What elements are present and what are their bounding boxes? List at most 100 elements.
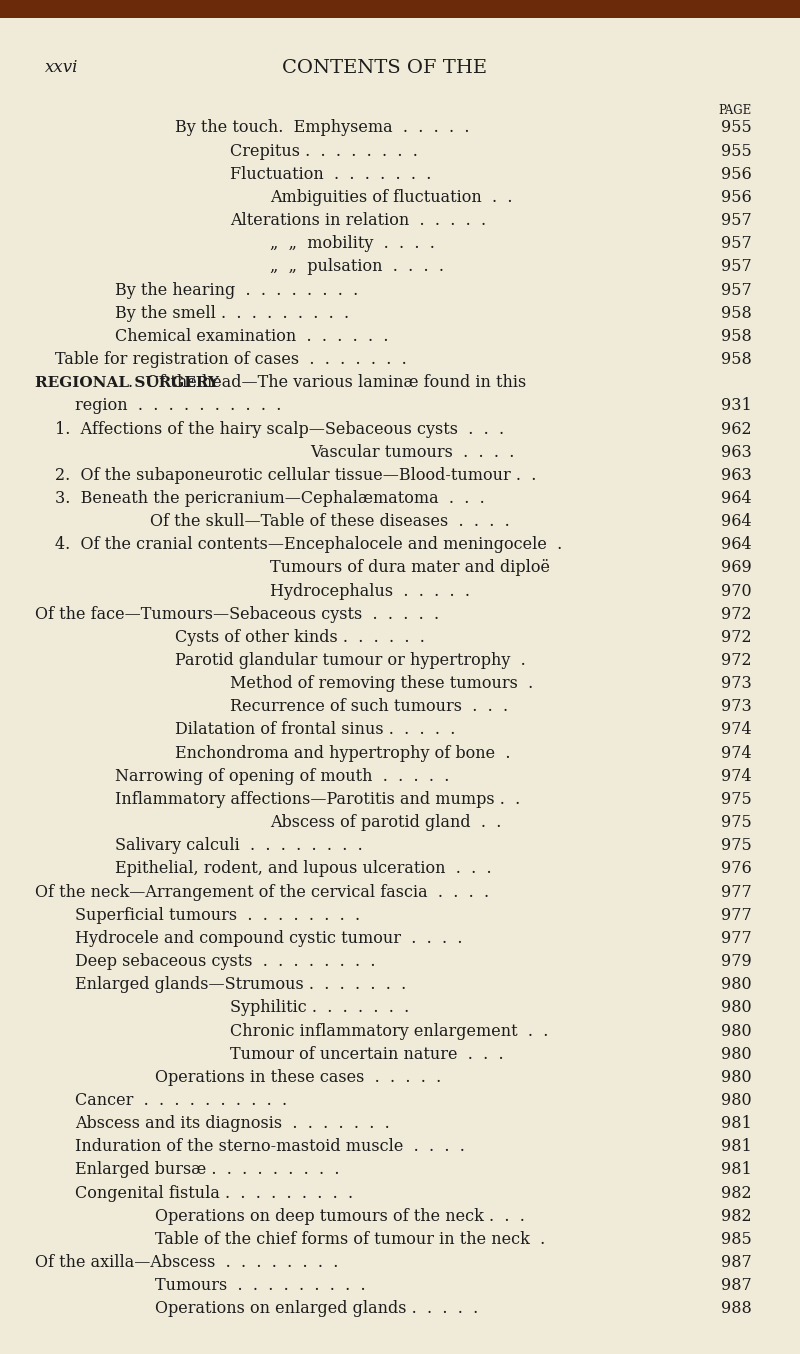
Text: Enlarged bursæ .  .  .  .  .  .  .  .  .: Enlarged bursæ . . . . . . . . . bbox=[75, 1162, 339, 1178]
Text: 977: 977 bbox=[722, 907, 752, 923]
Text: 980: 980 bbox=[722, 976, 752, 994]
Text: 987: 987 bbox=[722, 1277, 752, 1294]
Text: 976: 976 bbox=[722, 860, 752, 877]
Text: 957: 957 bbox=[722, 259, 752, 275]
Text: 975: 975 bbox=[722, 837, 752, 854]
Text: 988: 988 bbox=[722, 1300, 752, 1317]
Text: Parotid glandular tumour or hypertrophy  .: Parotid glandular tumour or hypertrophy … bbox=[175, 653, 526, 669]
Text: 958: 958 bbox=[722, 328, 752, 345]
Text: Superficial tumours  .  .  .  .  .  .  .  .: Superficial tumours . . . . . . . . bbox=[75, 907, 360, 923]
Text: 972: 972 bbox=[722, 628, 752, 646]
Text: By the hearing  .  .  .  .  .  .  .  .: By the hearing . . . . . . . . bbox=[115, 282, 358, 299]
Text: 956: 956 bbox=[722, 165, 752, 183]
Text: 964: 964 bbox=[722, 513, 752, 531]
Text: 955: 955 bbox=[722, 142, 752, 160]
Text: 987: 987 bbox=[722, 1254, 752, 1271]
Text: 979: 979 bbox=[722, 953, 752, 969]
Text: 973: 973 bbox=[722, 699, 752, 715]
Text: Induration of the sterno-mastoid muscle  .  .  .  .: Induration of the sterno-mastoid muscle … bbox=[75, 1139, 465, 1155]
Text: Dilatation of frontal sinus .  .  .  .  .: Dilatation of frontal sinus . . . . . bbox=[175, 722, 455, 738]
Text: Inflammatory affections—Parotitis and mumps .  .: Inflammatory affections—Parotitis and mu… bbox=[115, 791, 520, 808]
Text: By the touch.  Emphysema  .  .  .  .  .: By the touch. Emphysema . . . . . bbox=[175, 119, 470, 137]
Text: Enlarged glands—Strumous .  .  .  .  .  .  .: Enlarged glands—Strumous . . . . . . . bbox=[75, 976, 406, 994]
Text: Congenital fistula .  .  .  .  .  .  .  .  .: Congenital fistula . . . . . . . . . bbox=[75, 1185, 353, 1201]
Text: 964: 964 bbox=[722, 490, 752, 506]
Text: .  Of the head—The various laminæ found in this: . Of the head—The various laminæ found i… bbox=[128, 374, 526, 391]
Text: 973: 973 bbox=[722, 676, 752, 692]
Text: xxvi: xxvi bbox=[45, 60, 78, 76]
Text: Tumours of dura mater and diploë: Tumours of dura mater and diploë bbox=[270, 559, 550, 577]
Text: 980: 980 bbox=[722, 1091, 752, 1109]
Text: Of the neck—Arrangement of the cervical fascia  .  .  .  .: Of the neck—Arrangement of the cervical … bbox=[35, 884, 489, 900]
Text: 957: 957 bbox=[722, 213, 752, 229]
Text: Chronic inflammatory enlargement  .  .: Chronic inflammatory enlargement . . bbox=[230, 1022, 548, 1040]
Text: 1.  Affections of the hairy scalp—Sebaceous cysts  .  .  .: 1. Affections of the hairy scalp—Sebaceo… bbox=[55, 421, 504, 437]
Text: Hydrocephalus  .  .  .  .  .: Hydrocephalus . . . . . bbox=[270, 582, 470, 600]
Text: REGIONAL SURGERY: REGIONAL SURGERY bbox=[35, 375, 219, 390]
Text: Of the face—Tumours—Sebaceous cysts  .  .  .  .  .: Of the face—Tumours—Sebaceous cysts . . … bbox=[35, 605, 439, 623]
Text: 981: 981 bbox=[722, 1162, 752, 1178]
Text: By the smell .  .  .  .  .  .  .  .  .: By the smell . . . . . . . . . bbox=[115, 305, 349, 322]
Text: Narrowing of opening of mouth  .  .  .  .  .: Narrowing of opening of mouth . . . . . bbox=[115, 768, 450, 785]
Text: Method of removing these tumours  .: Method of removing these tumours . bbox=[230, 676, 534, 692]
Text: 980: 980 bbox=[722, 999, 752, 1017]
Text: 981: 981 bbox=[722, 1116, 752, 1132]
Text: 974: 974 bbox=[722, 722, 752, 738]
Text: CONTENTS OF THE: CONTENTS OF THE bbox=[282, 60, 486, 77]
Text: Recurrence of such tumours  .  .  .: Recurrence of such tumours . . . bbox=[230, 699, 508, 715]
Text: „  „  mobility  .  .  .  .: „ „ mobility . . . . bbox=[270, 236, 435, 252]
Text: 957: 957 bbox=[722, 236, 752, 252]
Text: 975: 975 bbox=[722, 814, 752, 831]
Text: region  .  .  .  .  .  .  .  .  .  .: region . . . . . . . . . . bbox=[75, 397, 282, 414]
Text: 974: 974 bbox=[722, 745, 752, 762]
Text: Salivary calculi  .  .  .  .  .  .  .  .: Salivary calculi . . . . . . . . bbox=[115, 837, 362, 854]
Text: Cysts of other kinds .  .  .  .  .  .: Cysts of other kinds . . . . . . bbox=[175, 628, 425, 646]
Text: Operations on deep tumours of the neck .  .  .: Operations on deep tumours of the neck .… bbox=[155, 1208, 525, 1225]
Text: Fluctuation  .  .  .  .  .  .  .: Fluctuation . . . . . . . bbox=[230, 165, 431, 183]
Text: „  „  pulsation  .  .  .  .: „ „ pulsation . . . . bbox=[270, 259, 444, 275]
Text: 974: 974 bbox=[722, 768, 752, 785]
Text: 956: 956 bbox=[722, 190, 752, 206]
Text: Operations on enlarged glands .  .  .  .  .: Operations on enlarged glands . . . . . bbox=[155, 1300, 478, 1317]
Text: 957: 957 bbox=[722, 282, 752, 299]
Text: 980: 980 bbox=[722, 1022, 752, 1040]
Text: Tumours  .  .  .  .  .  .  .  .  .: Tumours . . . . . . . . . bbox=[155, 1277, 366, 1294]
Text: 975: 975 bbox=[722, 791, 752, 808]
Text: 931: 931 bbox=[722, 397, 752, 414]
Text: Hydrocele and compound cystic tumour  .  .  .  .: Hydrocele and compound cystic tumour . .… bbox=[75, 930, 462, 946]
Text: 969: 969 bbox=[722, 559, 752, 577]
Bar bbox=[0, 0, 800, 18]
Text: Operations in these cases  .  .  .  .  .: Operations in these cases . . . . . bbox=[155, 1068, 442, 1086]
Text: 964: 964 bbox=[722, 536, 752, 554]
Text: 982: 982 bbox=[722, 1185, 752, 1201]
Text: 972: 972 bbox=[722, 653, 752, 669]
Text: 981: 981 bbox=[722, 1139, 752, 1155]
Text: PAGE: PAGE bbox=[718, 103, 752, 116]
Text: Syphilitic .  .  .  .  .  .  .: Syphilitic . . . . . . . bbox=[230, 999, 410, 1017]
Text: 958: 958 bbox=[722, 305, 752, 322]
Text: Of the skull—Table of these diseases  .  .  .  .: Of the skull—Table of these diseases . .… bbox=[150, 513, 510, 531]
Text: Table for registration of cases  .  .  .  .  .  .  .: Table for registration of cases . . . . … bbox=[55, 351, 406, 368]
Text: Vascular tumours  .  .  .  .: Vascular tumours . . . . bbox=[310, 444, 514, 460]
Text: Crepitus .  .  .  .  .  .  .  .: Crepitus . . . . . . . . bbox=[230, 142, 418, 160]
Text: 977: 977 bbox=[722, 884, 752, 900]
Text: Alterations in relation  .  .  .  .  .: Alterations in relation . . . . . bbox=[230, 213, 486, 229]
Text: 980: 980 bbox=[722, 1045, 752, 1063]
Text: Table of the chief forms of tumour in the neck  .: Table of the chief forms of tumour in th… bbox=[155, 1231, 546, 1248]
Text: Ambiguities of fluctuation  .  .: Ambiguities of fluctuation . . bbox=[270, 190, 513, 206]
Text: 970: 970 bbox=[722, 582, 752, 600]
Text: 963: 963 bbox=[722, 467, 752, 483]
Text: Cancer  .  .  .  .  .  .  .  .  .  .: Cancer . . . . . . . . . . bbox=[75, 1091, 287, 1109]
Text: Abscess of parotid gland  .  .: Abscess of parotid gland . . bbox=[270, 814, 502, 831]
Text: 963: 963 bbox=[722, 444, 752, 460]
Text: Of the axilla—Abscess  .  .  .  .  .  .  .  .: Of the axilla—Abscess . . . . . . . . bbox=[35, 1254, 338, 1271]
Text: Tumour of uncertain nature  .  .  .: Tumour of uncertain nature . . . bbox=[230, 1045, 504, 1063]
Text: Epithelial, rodent, and lupous ulceration  .  .  .: Epithelial, rodent, and lupous ulceratio… bbox=[115, 860, 492, 877]
Text: 955: 955 bbox=[722, 119, 752, 137]
Text: 3.  Beneath the pericranium—Cephalæmatoma  .  .  .: 3. Beneath the pericranium—Cephalæmatoma… bbox=[55, 490, 485, 506]
Text: 972: 972 bbox=[722, 605, 752, 623]
Text: 982: 982 bbox=[722, 1208, 752, 1225]
Text: 980: 980 bbox=[722, 1068, 752, 1086]
Text: 2.  Of the subaponeurotic cellular tissue—Blood-tumour .  .: 2. Of the subaponeurotic cellular tissue… bbox=[55, 467, 536, 483]
Text: 4.  Of the cranial contents—Encephalocele and meningocele  .: 4. Of the cranial contents—Encephalocele… bbox=[55, 536, 562, 554]
